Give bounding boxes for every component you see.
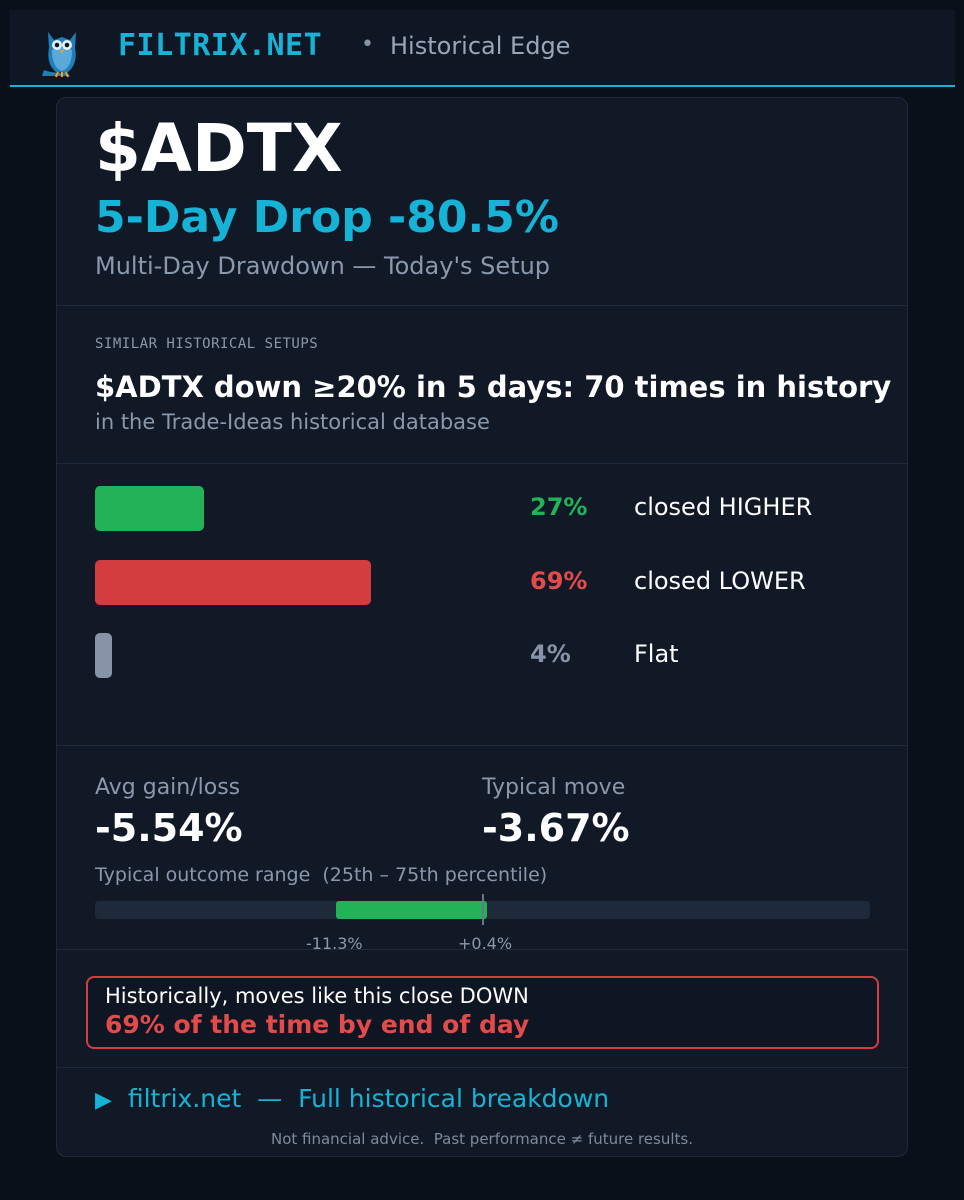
header-separator: •: [361, 32, 374, 57]
flat-outcome-percent: 4%: [530, 640, 571, 668]
higher-outcome-label: closed HIGHER: [634, 493, 813, 521]
drop-headline: 5-Day Drop -80.5%: [95, 192, 559, 243]
brand-name[interactable]: FILTRIX.NET: [118, 28, 323, 63]
avg-gain-loss-label: Avg gain/loss: [95, 775, 241, 800]
similar-setups-headline: $ADTX down ≥20% in 5 days: 70 times in h…: [95, 370, 892, 404]
section-divider: [57, 1067, 907, 1068]
lower-outcome-bar: [95, 560, 371, 605]
owl-icon: [38, 24, 86, 80]
higher-outcome-bar: [95, 486, 204, 531]
outcome-range-fill: [336, 901, 487, 919]
header-tagline: Historical Edge: [390, 32, 571, 60]
typical-move-value: -3.67%: [482, 806, 630, 850]
similar-setups-subtext: in the Trade-Ideas historical database: [95, 410, 490, 434]
outcome-range-low: -11.3%: [306, 934, 363, 953]
section-divider: [57, 305, 907, 306]
setup-subtitle: Multi-Day Drawdown — Today's Setup: [95, 252, 551, 280]
outcome-range-high: +0.4%: [458, 934, 513, 953]
verdict-text: Historically, moves like this close DOWN: [105, 984, 529, 1008]
disclaimer: Not financial advice. Past performance ≠…: [270, 1130, 693, 1148]
full-breakdown-link-text[interactable]: filtrix.net — Full historical breakdown: [127, 1084, 610, 1113]
flat-outcome-bar: [95, 633, 112, 678]
outcome-range-zero-tick: [482, 894, 484, 925]
typical-move-label: Typical move: [482, 775, 626, 800]
verdict-percent-text: 69% of the time by end of day: [105, 1010, 530, 1039]
section-divider: [57, 745, 907, 746]
lower-outcome-percent: 69%: [530, 567, 588, 595]
flat-outcome-label: Flat: [634, 640, 679, 668]
higher-outcome-percent: 27%: [530, 493, 588, 521]
full-breakdown-link[interactable]: ▶ filtrix.net — Full historical breakdow…: [95, 1084, 609, 1113]
similar-setups-label: SIMILAR HISTORICAL SETUPS: [95, 336, 319, 352]
lower-outcome-label: closed LOWER: [634, 567, 806, 595]
verdict-box: Historically, moves like this close DOWN…: [86, 976, 879, 1049]
play-arrow-icon: ▶: [95, 1088, 112, 1113]
setup-card: $ADTX 5-Day Drop -80.5% Multi-Day Drawdo…: [56, 97, 908, 1157]
app-header: FILTRIX.NET • Historical Edge: [10, 10, 955, 87]
ticker-symbol: $ADTX: [95, 110, 343, 187]
avg-gain-loss-value: -5.54%: [95, 806, 243, 850]
section-divider: [57, 463, 907, 464]
outcome-range-label: Typical outcome range (25th – 75th perce…: [95, 864, 548, 886]
section-divider: [57, 949, 907, 950]
